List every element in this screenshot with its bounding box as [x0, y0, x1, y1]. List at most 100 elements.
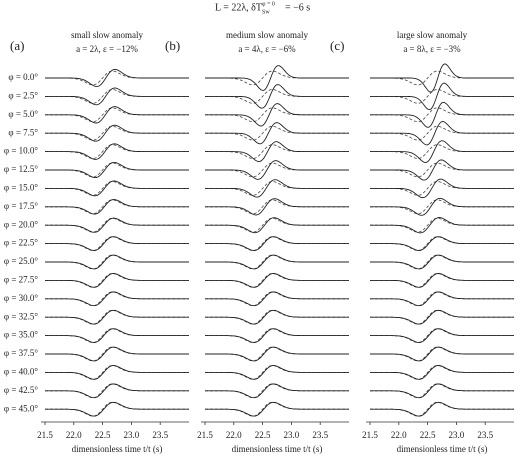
panel-subtitle: a = 8λ, ε = −3% — [403, 44, 461, 54]
panel-subtitle: a = 4λ, ε = −6% — [238, 44, 296, 54]
waveform-solid — [45, 143, 189, 160]
waveform-solid — [370, 82, 514, 111]
x-tick-label: 21.5 — [37, 430, 53, 440]
x-tick-label: 23.0 — [449, 430, 465, 440]
row-label: φ = 12.5° — [4, 164, 39, 174]
x-tick-label: 21.5 — [197, 430, 213, 440]
waveform-solid — [205, 236, 349, 251]
x-tick-label: 21.5 — [362, 430, 378, 440]
row-label: φ = 0.0° — [8, 72, 38, 82]
waveform-solid — [45, 106, 189, 124]
waveform-solid — [205, 217, 349, 234]
x-tick-label: 22.0 — [66, 430, 82, 440]
waveform-solid — [45, 383, 189, 399]
waveform-solid — [370, 217, 514, 234]
x-tick-label: 23.0 — [124, 430, 140, 440]
x-axis-label: dimensionless time t/t (s) — [72, 444, 163, 454]
waveform-solid — [205, 84, 349, 109]
row-label: φ = 40.0° — [4, 366, 39, 376]
row-label: φ = 2.5° — [8, 90, 38, 100]
waveform-solid — [45, 180, 189, 197]
row-label: φ = 32.5° — [4, 311, 39, 321]
waveform-solid — [205, 254, 349, 270]
x-tick-label: 23.5 — [312, 430, 328, 440]
waveform-solid — [370, 401, 514, 417]
waveform-solid — [205, 346, 349, 362]
waveform-solid — [370, 254, 514, 270]
x-tick-label: 22.5 — [420, 430, 436, 440]
waveform-solid — [370, 236, 514, 251]
waveform-solid — [370, 121, 514, 146]
waveform-solid — [370, 365, 514, 380]
waveform-solid — [205, 141, 349, 163]
waveform-solid — [205, 122, 349, 145]
waveform-solid — [205, 401, 349, 417]
panel-label: (a) — [10, 38, 24, 53]
x-tick-label: 22.0 — [226, 430, 242, 440]
waveform-solid — [45, 87, 189, 106]
waveform-solid — [205, 383, 349, 399]
waveform-solid — [370, 101, 514, 128]
waveform-solid — [205, 273, 349, 288]
x-tick-label: 23.5 — [152, 430, 168, 440]
waveform-solid — [45, 69, 189, 88]
row-label: φ = 22.5° — [4, 238, 39, 248]
waveform-solid — [45, 161, 189, 179]
waveform-solid — [45, 328, 189, 343]
row-label: φ = 7.5° — [8, 127, 38, 137]
row-label: φ = 35.0° — [4, 330, 39, 340]
waveform-solid — [370, 291, 514, 307]
waveform-solid — [45, 217, 189, 233]
waveform-solid — [45, 346, 189, 362]
x-tick-label: 22.5 — [95, 430, 111, 440]
row-label: φ = 37.5° — [4, 348, 39, 358]
waveform-solid — [370, 346, 514, 362]
waveform-solid — [205, 103, 349, 127]
waveform-solid — [45, 309, 189, 325]
panel-title: small slow anomaly — [71, 30, 143, 40]
title-superscript: φ = 0 — [262, 1, 275, 7]
x-tick-label: 23.5 — [477, 430, 493, 440]
waveform-solid — [370, 309, 514, 325]
waveform-solid — [205, 291, 349, 307]
waveform-solid — [45, 236, 189, 251]
row-label: φ = 20.0° — [4, 219, 39, 229]
waveform-solid — [45, 124, 189, 142]
title: L = 22λ, δT — [215, 2, 262, 13]
waveform-solid — [205, 365, 349, 380]
row-label: φ = 17.5° — [4, 201, 39, 211]
waveform-solid — [45, 401, 189, 417]
x-axis-label: dimensionless time t/t (s) — [232, 444, 323, 454]
panel-label: (b) — [165, 38, 180, 53]
title-end: = −6 s — [285, 2, 310, 13]
row-label: φ = 27.5° — [4, 274, 39, 284]
waveform-solid — [370, 159, 514, 181]
row-label: φ = 45.0° — [4, 403, 39, 413]
waveform-solid — [205, 309, 349, 325]
row-label: φ = 25.0° — [4, 256, 39, 266]
panel-title: large slow anomaly — [397, 30, 468, 40]
x-axis-label: dimensionless time t/t (s) — [397, 444, 488, 454]
waveform-solid — [370, 140, 514, 163]
waveform-solid — [205, 198, 349, 216]
row-label: φ = 10.0° — [4, 146, 39, 156]
waveform-solid — [370, 63, 514, 93]
waveform-solid — [45, 273, 189, 288]
waveform-solid — [205, 65, 349, 91]
x-tick-label: 22.5 — [255, 430, 271, 440]
waveform-solid — [370, 383, 514, 399]
waveform-solid — [205, 328, 349, 343]
waveform-solid — [205, 179, 349, 198]
waveform-solid — [370, 328, 514, 343]
panel-label: (c) — [330, 38, 344, 53]
waveform-solid — [45, 199, 189, 215]
waveform-solid — [370, 197, 514, 216]
x-tick-label: 22.0 — [391, 430, 407, 440]
panel-title: medium slow anomaly — [226, 30, 308, 40]
row-label: φ = 42.5° — [4, 385, 39, 395]
waveform-solid — [45, 365, 189, 380]
row-label: φ = 15.0° — [4, 182, 39, 192]
waveform-solid — [45, 254, 189, 270]
row-label: φ = 30.0° — [4, 293, 39, 303]
